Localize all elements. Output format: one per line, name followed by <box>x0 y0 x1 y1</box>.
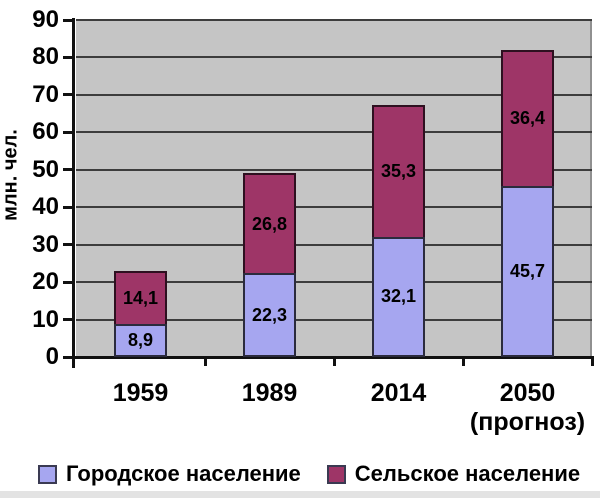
bar-2050-urban: 45,7 <box>501 185 554 357</box>
legend-label-rural: Сельское население <box>354 461 581 486</box>
legend-swatch-rural-icon <box>326 464 346 484</box>
x-axis-line <box>63 356 594 359</box>
x-label-2014: 2014 <box>370 379 427 407</box>
y-tick-10 <box>63 318 74 322</box>
legend: Городское население Сельское население <box>38 463 580 485</box>
y-tick-label-0: 0 <box>45 343 59 370</box>
x-label-1989: 1989 <box>241 379 298 407</box>
y-tick-30 <box>63 243 74 247</box>
x-label-1959: 1959 <box>112 379 169 407</box>
x-tick-3 <box>461 356 465 366</box>
y-tick-70 <box>63 93 74 97</box>
y-tick-60 <box>63 130 74 134</box>
y-tick-label-40: 40 <box>32 193 59 221</box>
bottom-strip <box>0 491 600 498</box>
bar-2014-urban: 32,1 <box>372 236 425 357</box>
gridline-90 <box>76 19 592 21</box>
y-tick-label-90: 90 <box>32 6 59 33</box>
y-tick-label-50: 50 <box>32 155 59 183</box>
y-tick-label-30: 30 <box>32 230 59 258</box>
bar-1989-rural: 26,8 <box>243 173 296 274</box>
y-tick-label-60: 60 <box>32 118 59 146</box>
gridline-20 <box>76 281 592 284</box>
bar-1959-rural: 14,1 <box>114 270 167 324</box>
gridline-30 <box>76 243 592 246</box>
bar-value-label: 26,8 <box>251 213 288 234</box>
bar-value-label: 8,9 <box>127 329 154 350</box>
y-tick-label-20: 20 <box>32 268 59 296</box>
gridline-70 <box>76 93 592 96</box>
gridline-50 <box>76 168 592 171</box>
legend-label-urban: Городское население <box>66 461 301 486</box>
x-sublabel-2050: (прогноз) <box>469 408 586 436</box>
x-tick-2 <box>332 356 336 366</box>
y-tick-0 <box>63 355 74 359</box>
x-tick-1 <box>203 356 207 366</box>
bar-value-label: 32,1 <box>380 286 417 307</box>
x-label-2050: 2050 <box>499 379 556 407</box>
bar-value-label: 36,4 <box>509 108 546 129</box>
bar-value-label: 22,3 <box>251 304 288 325</box>
x-tick-4 <box>590 356 594 366</box>
y-tick-90 <box>63 18 74 22</box>
bar-2050-rural: 36,4 <box>501 49 554 186</box>
bar-value-label: 35,3 <box>380 161 417 182</box>
y-tick-label-10: 10 <box>32 305 59 333</box>
y-tick-80 <box>63 55 74 59</box>
bar-2014-rural: 35,3 <box>372 104 425 237</box>
bar-1989-urban: 22,3 <box>243 273 296 357</box>
y-axis-line <box>72 18 75 368</box>
gridline-10 <box>76 318 592 321</box>
y-tick-label-80: 80 <box>32 43 59 71</box>
gridline-40 <box>76 206 592 209</box>
gridline-60 <box>76 131 592 134</box>
y-tick-label-70: 70 <box>32 80 59 108</box>
gridline-80 <box>76 56 592 59</box>
legend-item-urban: Городское население <box>38 463 301 485</box>
y-tick-50 <box>63 168 74 172</box>
bar-value-label: 45,7 <box>509 260 546 281</box>
bar-1959-urban: 8,9 <box>114 323 167 357</box>
y-tick-40 <box>63 205 74 209</box>
legend-item-rural: Сельское население <box>326 461 581 486</box>
legend-swatch-urban-icon <box>38 464 57 484</box>
y-tick-20 <box>63 280 74 284</box>
bar-value-label: 14,1 <box>122 287 159 308</box>
